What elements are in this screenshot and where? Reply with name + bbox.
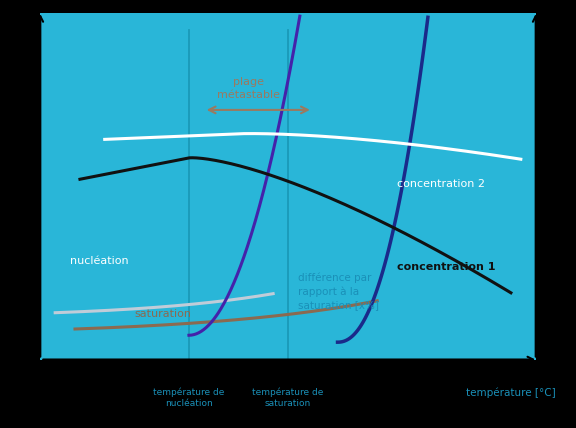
Text: saturation: saturation bbox=[134, 309, 191, 319]
Text: nucléation: nucléation bbox=[70, 256, 128, 265]
Text: température de
saturation: température de saturation bbox=[252, 387, 324, 408]
Text: température [°C]: température [°C] bbox=[466, 387, 556, 398]
Text: vitesse du son [m/s]: vitesse du son [m/s] bbox=[11, 140, 20, 232]
Text: température de
nucléation: température de nucléation bbox=[153, 387, 225, 408]
Text: plage
métastable: plage métastable bbox=[217, 77, 280, 100]
Text: concentration 1: concentration 1 bbox=[397, 262, 495, 273]
Text: différence par
rapport à la
saturation [x%]: différence par rapport à la saturation [… bbox=[298, 273, 379, 310]
Text: concentration [%]: concentration [%] bbox=[556, 146, 565, 227]
Text: concentration 2: concentration 2 bbox=[397, 179, 485, 189]
